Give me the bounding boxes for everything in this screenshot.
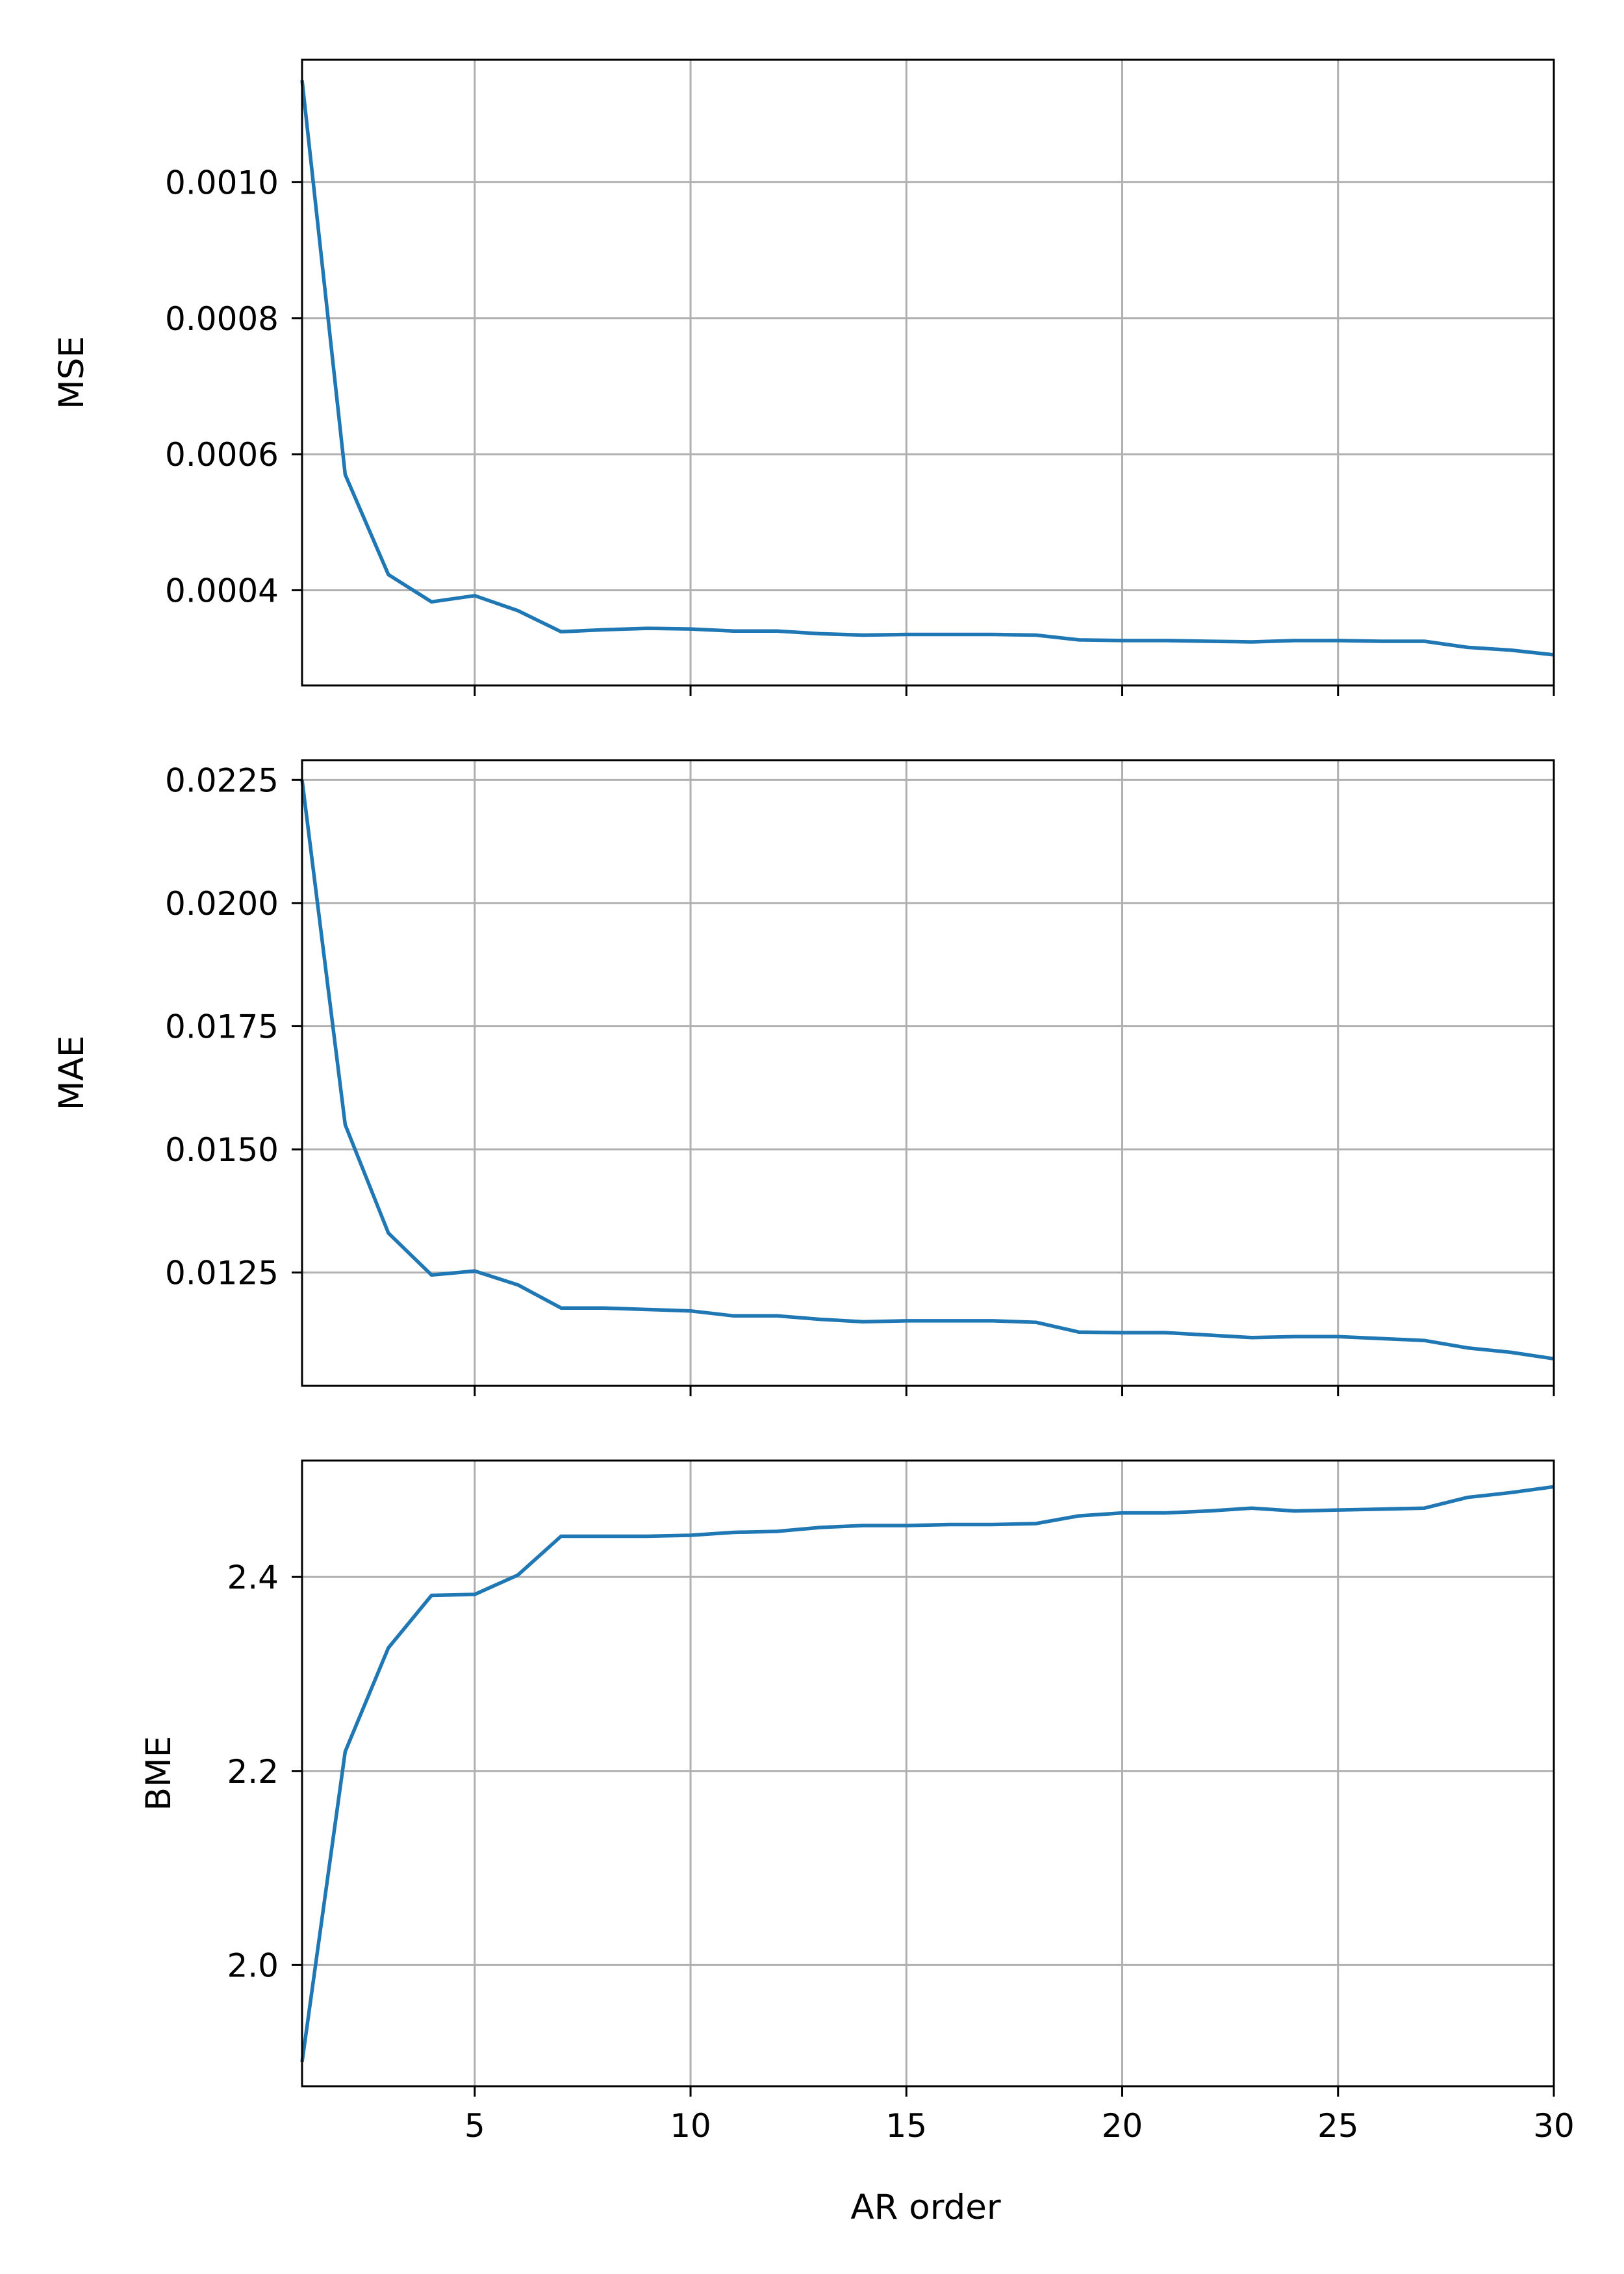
- bme-series-line: [300, 1485, 1554, 2063]
- mae-series-line: [300, 779, 1554, 1361]
- mse-axes-frame: [301, 58, 1555, 687]
- bme-panel: 5 10 15 20 25 30 2.0 2.2 2.4 BME: [139, 1459, 1575, 2145]
- mae-y-tick-label: 0.0125: [165, 1255, 279, 1292]
- bme-y-tick-label: 2.2: [227, 1753, 279, 1791]
- bme-axes-frame: [301, 1459, 1555, 2088]
- mse-panel: 0.0004 0.0006 0.0008 0.0010 MSE: [52, 58, 1555, 696]
- bme-x-tick-label: 20: [1102, 2107, 1143, 2145]
- bme-x-tick-label: 15: [885, 2107, 927, 2145]
- mse-series-line: [300, 80, 1554, 657]
- mae-panel: 0.0125 0.0150 0.0175 0.0200 0.0225 MAE: [52, 759, 1555, 1396]
- mse-y-tick-label: 0.0008: [165, 300, 279, 338]
- mae-y-axis-label: MAE: [52, 1036, 92, 1110]
- mae-y-tick-label: 0.0175: [165, 1008, 279, 1045]
- bme-x-tick-label: 30: [1533, 2107, 1575, 2145]
- bme-y-tick-label: 2.0: [227, 1947, 279, 1984]
- mse-y-tick-label: 0.0004: [165, 572, 279, 609]
- mae-y-tick-label: 0.0150: [165, 1131, 279, 1169]
- bme-y-axis-label: BME: [139, 1736, 179, 1811]
- bme-y-tick-label: 2.4: [227, 1559, 279, 1596]
- mae-y-tick-label: 0.0200: [165, 885, 279, 923]
- mse-y-axis-label: MSE: [52, 336, 92, 409]
- x-axis-label: AR order: [850, 2188, 1000, 2227]
- mse-y-tick-label: 0.0006: [165, 436, 279, 474]
- mae-axes-frame: [301, 759, 1555, 1387]
- bme-x-tick-label: 25: [1317, 2107, 1359, 2145]
- bme-x-tick-label: 10: [670, 2107, 711, 2145]
- mse-y-tick-label: 0.0010: [165, 164, 279, 201]
- bme-x-tick-label: 5: [464, 2107, 485, 2145]
- mae-y-tick-label: 0.0225: [165, 761, 279, 799]
- panels: 0.00040.00060.00080.0010MSE0.01250.01500…: [52, 58, 1575, 2145]
